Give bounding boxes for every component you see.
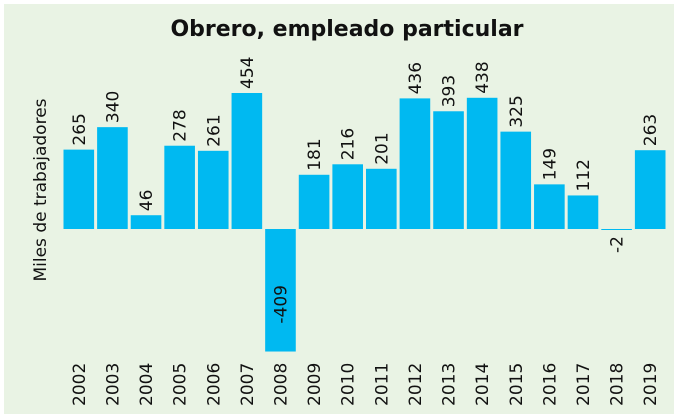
- bar: [433, 111, 464, 229]
- x-tick-label: 2007: [238, 363, 258, 406]
- x-tick-label: 2013: [440, 363, 460, 406]
- bar: [567, 195, 599, 229]
- bar: [601, 229, 632, 230]
- bar: [366, 168, 397, 229]
- value-label: 216: [339, 128, 359, 160]
- x-tick-label: 2005: [171, 363, 191, 406]
- value-label: 436: [406, 62, 426, 94]
- value-label: 201: [372, 132, 392, 164]
- x-tick-label: 2002: [70, 363, 90, 406]
- value-label: 325: [507, 95, 527, 127]
- bar: [231, 93, 263, 229]
- bar: [399, 98, 431, 230]
- y-axis-label: Miles de trabajadores: [31, 98, 51, 281]
- x-tick-label: 2008: [271, 363, 291, 406]
- bar: [298, 174, 330, 229]
- value-label: 454: [238, 57, 258, 89]
- value-label: 265: [70, 113, 90, 145]
- x-tick-label: 2004: [137, 363, 157, 406]
- x-tick-label: 2009: [305, 363, 325, 406]
- value-label: -409: [271, 285, 291, 324]
- value-label: 438: [473, 61, 493, 93]
- bar: [164, 145, 195, 229]
- x-tick-label: 2010: [339, 363, 359, 406]
- bar: [500, 131, 532, 229]
- x-tick-label: 2006: [204, 363, 224, 406]
- bar: [197, 150, 229, 229]
- value-label: 340: [103, 91, 123, 123]
- x-tick-label: 2015: [507, 363, 527, 406]
- value-label: 278: [171, 109, 191, 141]
- bar: [97, 127, 128, 229]
- x-tick-label: 2018: [608, 363, 628, 406]
- bar: [332, 164, 363, 229]
- chart-title: Obrero, empleado particular: [170, 17, 523, 42]
- bar: [63, 149, 95, 229]
- value-label: 393: [440, 75, 460, 107]
- x-tick-label: 2003: [103, 363, 123, 406]
- value-label: 263: [641, 114, 661, 146]
- value-label: 149: [540, 148, 560, 180]
- bar: [466, 97, 498, 229]
- x-tick-label: 2014: [473, 363, 493, 406]
- bar: [130, 215, 162, 229]
- value-label: 46: [137, 190, 157, 212]
- value-label: 261: [204, 114, 224, 146]
- bar: [534, 184, 565, 229]
- x-tick-label: 2019: [641, 363, 661, 406]
- x-tick-label: 2016: [540, 363, 560, 406]
- bar: [265, 229, 296, 352]
- value-label: 181: [305, 138, 325, 170]
- value-label: -2: [608, 236, 628, 253]
- x-tick-label: 2017: [574, 363, 594, 406]
- bar: [634, 150, 666, 229]
- x-tick-label: 2012: [406, 363, 426, 406]
- value-label: 112: [574, 159, 594, 191]
- x-tick-label: 2011: [372, 363, 392, 406]
